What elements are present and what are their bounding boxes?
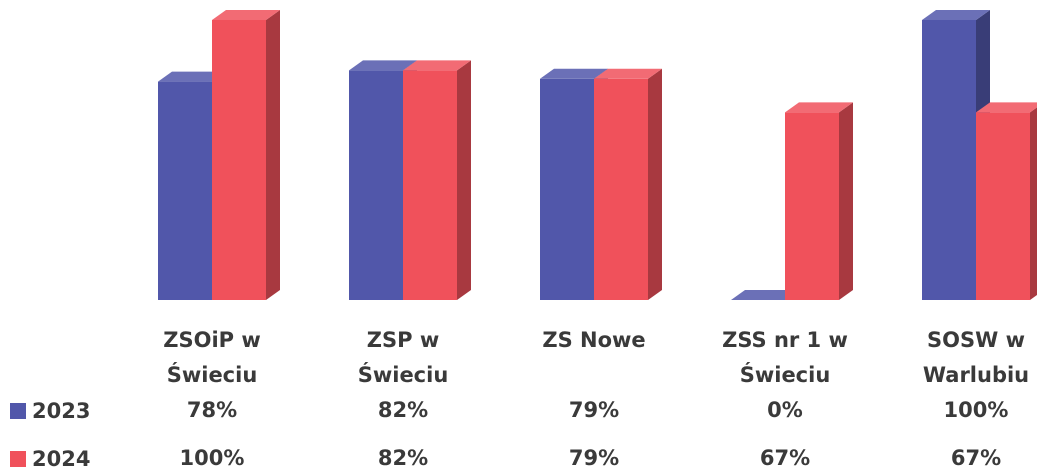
value-label: 0% (767, 398, 803, 422)
value-label: 82% (377, 446, 429, 470)
value-label: 79% (568, 446, 620, 470)
category-label: ZS Nowe (542, 328, 646, 352)
bar-side (1030, 107, 1037, 300)
category-label: ZSOiP w Świeciu (163, 328, 261, 387)
bar-top (731, 290, 799, 300)
bar-top (212, 10, 280, 20)
bar (922, 20, 976, 300)
legend-label: 2024 (32, 447, 91, 470)
value-label: 67% (950, 446, 1002, 470)
bar-top (540, 68, 608, 79)
bar-side (457, 60, 471, 301)
bar-top (594, 68, 662, 79)
category-label: ZSP w Świeciu (357, 328, 449, 387)
category-label: SOSW w Warlubiu (922, 328, 1030, 387)
legend-entry: 2024 (10, 444, 90, 470)
bar (403, 70, 457, 301)
bar (212, 20, 266, 300)
legend-swatch (10, 451, 26, 467)
bar-top (158, 71, 226, 82)
value-label: 78% (186, 398, 238, 422)
legend-entry: 2023 (10, 396, 90, 426)
plot-area (158, 10, 1037, 301)
bar (158, 81, 212, 300)
value-label: 79% (568, 398, 620, 422)
bar-top (785, 102, 853, 113)
bar-top (922, 10, 990, 20)
value-label: 100% (179, 446, 245, 470)
bar (785, 112, 839, 301)
bar (976, 112, 1030, 301)
bar (540, 78, 594, 300)
bar-top (403, 60, 471, 71)
legend-label: 2023 (32, 399, 91, 423)
bar-side (648, 68, 662, 300)
legend-swatch (10, 403, 26, 419)
bar-side (839, 102, 853, 301)
value-label: 100% (943, 398, 1009, 422)
bar-top (976, 102, 1037, 113)
category-label: ZSS nr 1 w Świeciu (722, 328, 848, 387)
value-label: 82% (377, 398, 429, 422)
bar (349, 70, 403, 301)
value-label: 67% (759, 446, 811, 470)
bar-side (266, 10, 280, 300)
bar-top (349, 60, 417, 71)
bar (594, 78, 648, 300)
